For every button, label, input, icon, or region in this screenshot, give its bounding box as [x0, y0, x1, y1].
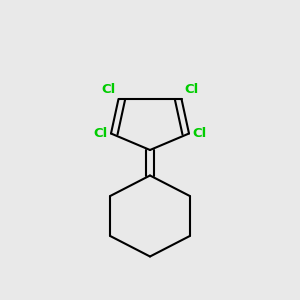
Text: Cl: Cl [192, 127, 206, 140]
Text: Cl: Cl [101, 83, 116, 96]
Text: Cl: Cl [184, 83, 199, 96]
Text: Cl: Cl [94, 127, 108, 140]
